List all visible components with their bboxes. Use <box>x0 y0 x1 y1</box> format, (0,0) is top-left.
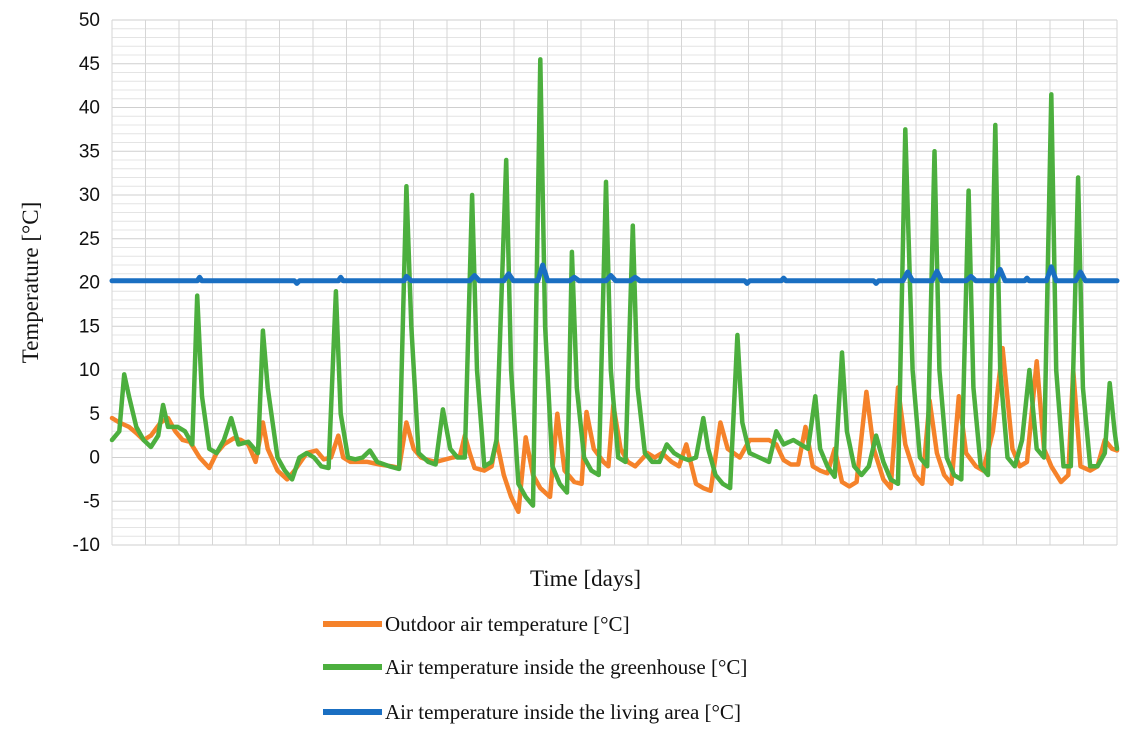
legend-label-2: Air temperature inside the greenhouse [°… <box>385 655 747 679</box>
y-tick-label: 45 <box>79 54 100 75</box>
y-tick-label: -10 <box>73 535 100 556</box>
legend-label-3: Air temperature inside the living area [… <box>385 700 741 724</box>
series-line-3 <box>109 262 1120 286</box>
y-tick-label: 30 <box>79 185 100 206</box>
legend-label-1: Outdoor air temperature [°C] <box>385 612 630 636</box>
y-tick-label: 0 <box>89 448 100 469</box>
y-tick-label: 15 <box>79 316 100 337</box>
y-tick-label: 20 <box>79 273 100 294</box>
y-tick-label: 50 <box>79 10 100 31</box>
y-tick-label: 25 <box>79 229 100 250</box>
series-line-2 <box>109 57 1120 508</box>
series-layer <box>109 57 1120 515</box>
x-axis-title: Time [days] <box>530 566 641 591</box>
series-line-1 <box>109 345 1120 515</box>
y-tick-label: 40 <box>79 98 100 119</box>
legend: Outdoor air temperature [°C] Air temperat… <box>323 612 747 724</box>
y-tick-label: 5 <box>89 404 100 425</box>
y-axis: -10 -5 0 5 10 15 20 25 30 35 40 45 50 <box>73 10 100 556</box>
y-tick-label: 10 <box>79 360 100 381</box>
y-axis-title: Temperature [°C] <box>18 202 43 363</box>
y-tick-label: 35 <box>79 141 100 162</box>
y-tick-label: -5 <box>83 491 100 512</box>
